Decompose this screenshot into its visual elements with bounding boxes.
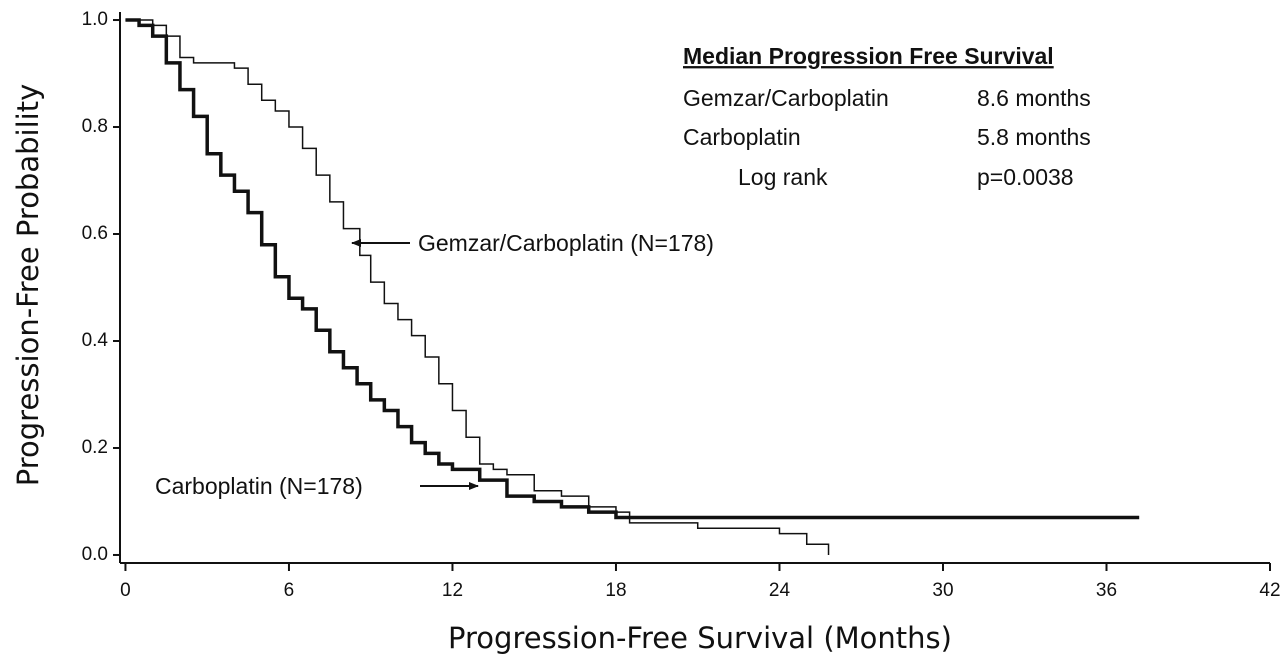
y-tick-label: 0.4 bbox=[82, 330, 109, 351]
table-cell: p=0.0038 bbox=[977, 164, 1074, 190]
table-cell: 8.6 months bbox=[977, 85, 1091, 111]
x-tick-label: 24 bbox=[769, 580, 791, 601]
x-tick-label: 18 bbox=[605, 580, 626, 601]
survival-curve bbox=[125, 18, 1140, 520]
x-tick-label: 30 bbox=[932, 580, 953, 601]
y-tick-label: 0.8 bbox=[82, 116, 108, 137]
y-tick-label: 0.2 bbox=[82, 437, 108, 458]
y-tick-label: 1.0 bbox=[82, 9, 108, 30]
table-title: Median Progression Free Survival bbox=[683, 43, 1054, 69]
table-cell: 5.8 months bbox=[977, 124, 1091, 150]
x-tick-label: 6 bbox=[284, 580, 295, 601]
survival-curve bbox=[125, 19, 830, 555]
table-cell: Gemzar/Carboplatin bbox=[683, 85, 889, 111]
table-cell: Log rank bbox=[738, 164, 828, 190]
y-tick-label: 0.0 bbox=[82, 544, 108, 565]
x-axis-title: Progression-Free Survival (Months) bbox=[448, 621, 952, 655]
table-cell: Carboplatin bbox=[683, 124, 801, 150]
x-tick-label: 42 bbox=[1259, 580, 1280, 601]
series-label: Carboplatin (N=178) bbox=[155, 473, 363, 499]
x-tick-label: 12 bbox=[442, 580, 463, 601]
y-tick-label: 0.6 bbox=[82, 223, 108, 244]
x-tick-label: 0 bbox=[120, 580, 131, 601]
series-label: Gemzar/Carboplatin (N=178) bbox=[418, 230, 714, 256]
x-tick-label: 36 bbox=[1096, 580, 1117, 601]
y-axis-title: Progression-Free Probability bbox=[11, 84, 45, 486]
